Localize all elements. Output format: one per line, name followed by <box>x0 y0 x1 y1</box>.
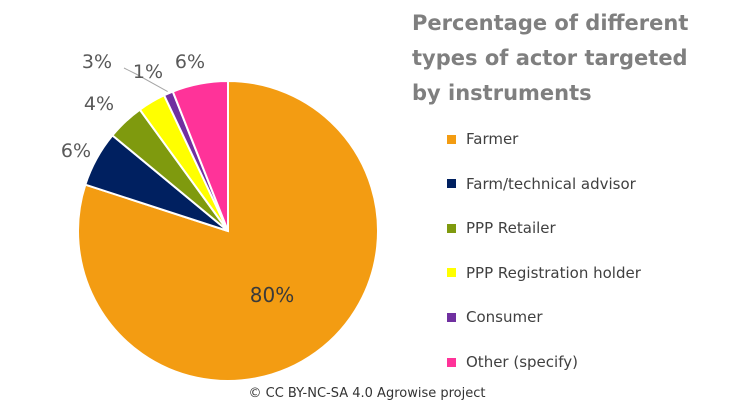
legend-label: Farm/technical advisor <box>466 174 636 193</box>
slice-label-farmer: 80% <box>250 283 294 307</box>
legend-swatch <box>447 179 456 189</box>
legend-label: Consumer <box>466 308 543 327</box>
slice-label-consumer: 1% <box>133 61 163 83</box>
legend-item-other-specify: Other (specify) <box>447 353 578 371</box>
chart-title-line-1: Percentage of different <box>412 11 689 35</box>
slice-label-farm-technical-advisor: 6% <box>61 140 91 162</box>
legend-label: Other (specify) <box>466 353 578 371</box>
chart-title-line-3: by instruments <box>412 81 592 105</box>
legend-label: PPP Registration holder <box>466 263 641 282</box>
slice-labels: 80% 6% 4% 3% 1% 6% <box>61 51 294 307</box>
legend-item-ppp-retailer: PPP Retailer <box>447 219 556 237</box>
leader-line-consumer <box>123 67 168 92</box>
slice-label-ppp-retailer: 4% <box>84 93 114 115</box>
legend-swatch <box>447 312 456 322</box>
chart-title: Percentage of different types of actor t… <box>412 6 722 111</box>
leader-lines <box>123 67 168 92</box>
slice-label-ppp-registration-holder: 3% <box>82 51 112 73</box>
chart-title-line-2: types of actor targeted <box>412 46 688 70</box>
legend-swatch <box>447 134 456 144</box>
slice-label-other-specify: 6% <box>175 51 205 73</box>
legend-item-farmer: Farmer <box>447 130 518 148</box>
pie-slices <box>77 79 379 382</box>
legend-swatch <box>447 223 456 233</box>
legend-item-farm-technical-advisor: Farm/technical advisor <box>447 175 636 193</box>
copyright-footer: © CC BY-NC-SA 4.0 Agrowise project <box>248 386 486 401</box>
legend-label: Farmer <box>466 130 519 148</box>
legend-swatch <box>447 268 456 278</box>
legend-item-consumer: Consumer <box>447 308 543 326</box>
pie-slice-other-specify <box>171 79 229 232</box>
legend-label: PPP Retailer <box>466 219 556 238</box>
legend-swatch <box>447 357 456 367</box>
legend-item-ppp-registration-holder: PPP Registration holder <box>447 264 641 282</box>
